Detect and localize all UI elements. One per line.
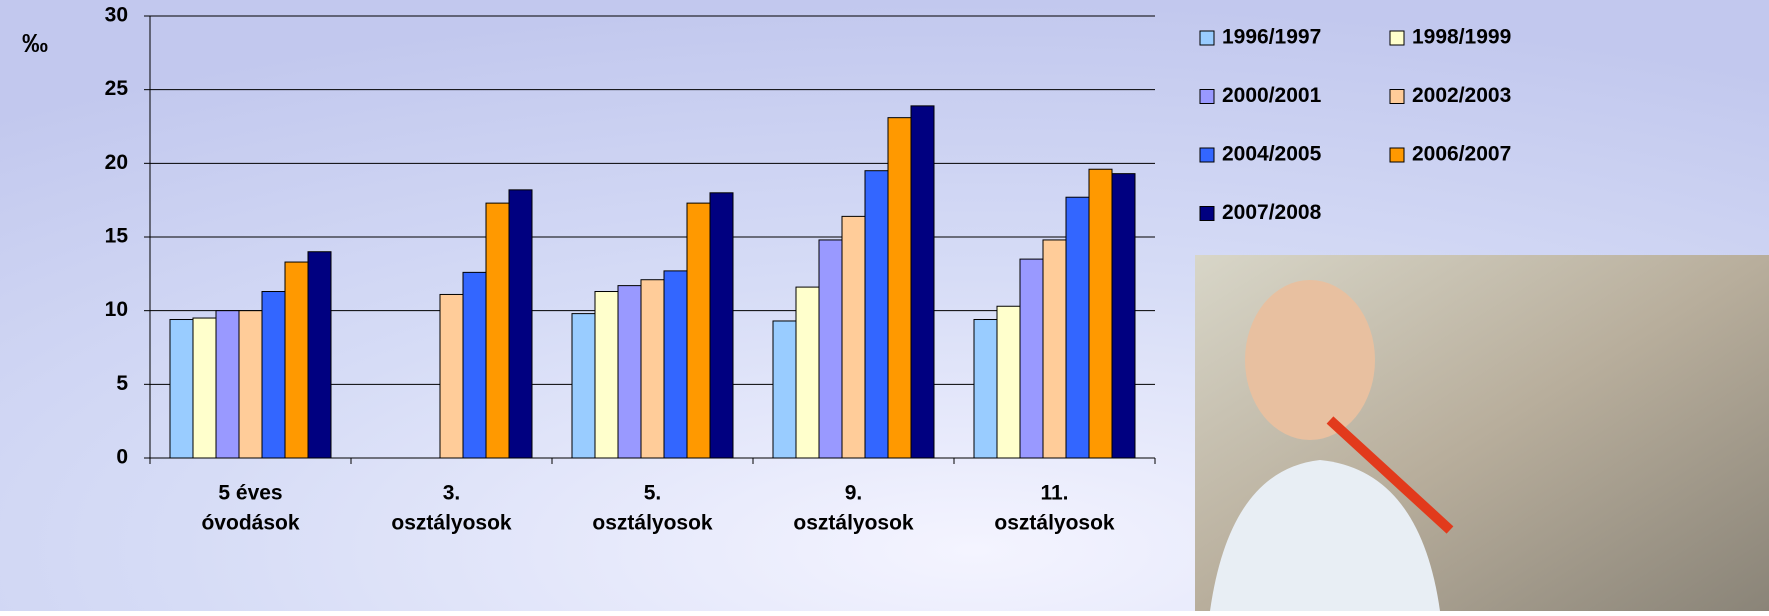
bar — [887, 117, 912, 459]
legend-label: 2006/2007 — [1412, 143, 1511, 166]
x-tick-label: osztályosok — [391, 512, 512, 535]
bar — [910, 105, 935, 459]
bar — [772, 320, 797, 459]
bar — [594, 291, 619, 459]
bar — [686, 202, 711, 459]
y-tick-label: 25 — [105, 77, 129, 100]
bar — [996, 305, 1021, 459]
x-tick-label: óvodások — [201, 512, 299, 535]
x-tick-label: 5 éves — [218, 482, 282, 505]
legend-swatch — [1389, 147, 1405, 163]
y-tick-label: 10 — [105, 298, 128, 321]
bar — [663, 270, 688, 459]
legend-swatch — [1199, 30, 1215, 46]
y-tick-label: 0 — [116, 446, 128, 469]
y-tick-label: 20 — [105, 151, 128, 174]
bar — [169, 319, 194, 459]
bar — [795, 286, 820, 459]
bar — [462, 271, 487, 459]
bar — [508, 189, 533, 459]
legend-swatch — [1199, 147, 1215, 163]
y-tick-label: 15 — [105, 225, 129, 248]
y-tick-label: 5 — [116, 372, 128, 395]
x-tick-label: 9. — [845, 482, 863, 505]
y-tick-label: 30 — [105, 4, 128, 27]
bar — [439, 293, 464, 459]
bar — [973, 319, 998, 459]
x-tick-label: 5. — [644, 482, 662, 505]
bar — [261, 291, 286, 459]
bar — [841, 215, 866, 459]
bar — [485, 202, 510, 459]
bar — [1111, 173, 1136, 459]
legend-label: 2007/2008 — [1222, 201, 1322, 224]
bar — [864, 170, 889, 459]
x-tick-label: osztályosok — [592, 512, 713, 535]
legend-swatch — [1389, 89, 1405, 104]
x-tick-label: 11. — [1040, 482, 1068, 505]
bar — [1042, 239, 1067, 459]
bar — [215, 310, 240, 459]
legend-swatch — [1199, 206, 1215, 221]
bar — [238, 310, 263, 459]
bar — [192, 317, 217, 459]
bar — [709, 192, 734, 459]
photo — [1195, 255, 1769, 611]
bar — [640, 279, 665, 459]
legend-label: 1998/1999 — [1412, 26, 1511, 49]
bar — [284, 261, 309, 459]
legend-swatch — [1199, 89, 1215, 104]
legend-label: 1996/1997 — [1222, 26, 1321, 49]
legend-label: 2004/2005 — [1222, 143, 1322, 166]
bar — [1065, 196, 1090, 459]
x-tick-label: 3. — [443, 482, 461, 505]
bar — [617, 285, 642, 459]
legend-label: 2002/2003 — [1412, 84, 1511, 107]
bar — [1019, 258, 1044, 459]
bar — [307, 251, 332, 459]
legend-label: 2000/2001 — [1222, 84, 1322, 107]
legend-swatch — [1389, 30, 1405, 46]
bar — [818, 239, 843, 459]
bar — [1088, 168, 1113, 459]
y-axis-label: ‰ — [22, 28, 48, 58]
x-tick-label: osztályosok — [994, 512, 1115, 535]
x-tick-label: osztályosok — [793, 512, 914, 535]
bar — [571, 313, 596, 459]
